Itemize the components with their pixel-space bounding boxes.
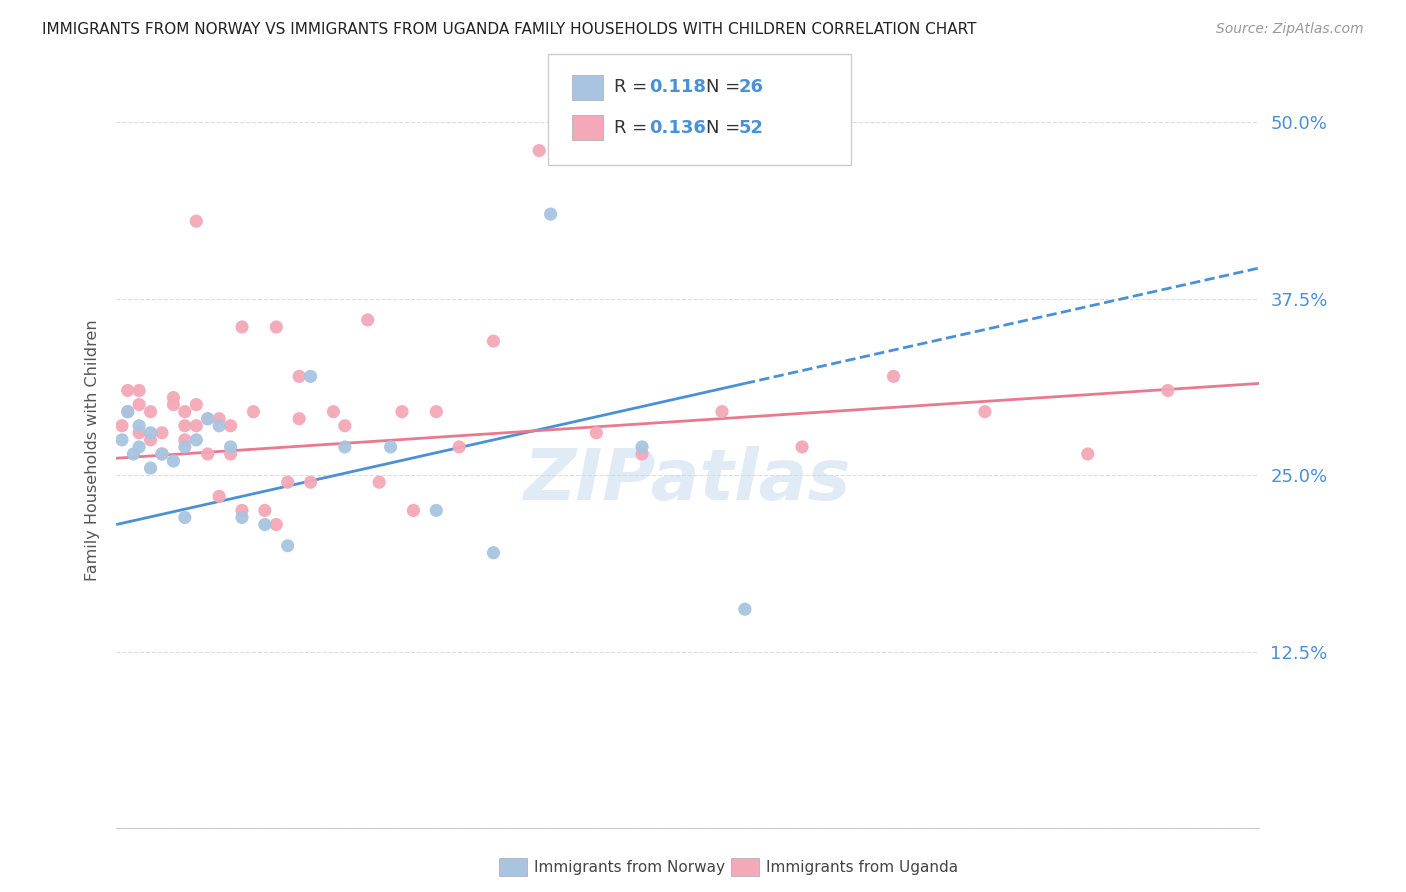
Text: Source: ZipAtlas.com: Source: ZipAtlas.com xyxy=(1216,22,1364,37)
Text: 52: 52 xyxy=(738,119,763,136)
Point xyxy=(117,404,139,418)
Point xyxy=(219,440,242,454)
Point xyxy=(111,433,134,447)
Point xyxy=(380,440,402,454)
Point xyxy=(299,369,322,384)
Point xyxy=(288,369,311,384)
Point xyxy=(208,411,231,425)
Text: Immigrants from Norway: Immigrants from Norway xyxy=(534,860,725,874)
Point xyxy=(173,440,195,454)
Text: Immigrants from Uganda: Immigrants from Uganda xyxy=(766,860,959,874)
Point xyxy=(231,510,253,524)
Point xyxy=(368,475,391,490)
Point xyxy=(277,539,299,553)
Text: R =: R = xyxy=(614,78,654,96)
Point xyxy=(173,418,195,433)
Point xyxy=(974,404,997,418)
Point xyxy=(231,503,253,517)
Point xyxy=(322,404,344,418)
Point xyxy=(186,398,208,412)
Point xyxy=(219,418,242,433)
Text: 0.118: 0.118 xyxy=(650,78,707,96)
Point xyxy=(162,454,184,468)
Point xyxy=(242,404,264,418)
Point xyxy=(391,404,413,418)
Point xyxy=(197,447,219,461)
Point xyxy=(253,503,276,517)
Point xyxy=(253,517,276,532)
Point xyxy=(631,440,654,454)
Point xyxy=(631,447,654,461)
Point xyxy=(277,475,299,490)
Point xyxy=(357,313,380,327)
Point xyxy=(173,433,195,447)
Text: N =: N = xyxy=(706,78,745,96)
Point xyxy=(139,433,162,447)
Text: IMMIGRANTS FROM NORWAY VS IMMIGRANTS FROM UGANDA FAMILY HOUSEHOLDS WITH CHILDREN: IMMIGRANTS FROM NORWAY VS IMMIGRANTS FRO… xyxy=(42,22,977,37)
Point xyxy=(128,384,150,398)
Point xyxy=(482,546,505,560)
Point xyxy=(333,440,356,454)
Point xyxy=(128,425,150,440)
Text: 0.136: 0.136 xyxy=(650,119,706,136)
Point xyxy=(197,411,219,425)
Point xyxy=(117,384,139,398)
Point xyxy=(173,404,195,418)
Point xyxy=(425,503,447,517)
Point xyxy=(186,433,208,447)
Point xyxy=(139,461,162,475)
Text: ZIPatlas: ZIPatlas xyxy=(524,446,852,516)
Point xyxy=(128,418,150,433)
Text: N =: N = xyxy=(706,119,745,136)
Point xyxy=(402,503,425,517)
Point xyxy=(585,425,607,440)
Point xyxy=(111,418,134,433)
Point xyxy=(299,475,322,490)
Point xyxy=(150,447,173,461)
Point xyxy=(162,398,184,412)
Point xyxy=(1077,447,1099,461)
Point xyxy=(208,418,231,433)
Point xyxy=(425,404,447,418)
Point xyxy=(139,425,162,440)
Point xyxy=(790,440,813,454)
Point xyxy=(734,602,756,616)
Y-axis label: Family Households with Children: Family Households with Children xyxy=(86,319,100,582)
Point xyxy=(540,207,562,221)
Point xyxy=(186,214,208,228)
Point xyxy=(882,369,904,384)
Point xyxy=(449,440,471,454)
Text: 26: 26 xyxy=(738,78,763,96)
Point xyxy=(197,411,219,425)
Point xyxy=(208,489,231,503)
Point xyxy=(150,425,173,440)
Point xyxy=(186,418,208,433)
Point xyxy=(231,320,253,334)
Text: R =: R = xyxy=(614,119,654,136)
Point xyxy=(288,411,311,425)
Point xyxy=(1157,384,1180,398)
Point xyxy=(266,517,288,532)
Point xyxy=(711,404,734,418)
Point xyxy=(527,144,550,158)
Point xyxy=(128,440,150,454)
Point xyxy=(266,320,288,334)
Point xyxy=(117,404,139,418)
Point xyxy=(173,510,195,524)
Point xyxy=(150,447,173,461)
Point xyxy=(139,404,162,418)
Point xyxy=(333,418,356,433)
Point xyxy=(128,398,150,412)
Point xyxy=(122,447,145,461)
Point xyxy=(219,447,242,461)
Point xyxy=(482,334,505,348)
Point xyxy=(162,391,184,405)
